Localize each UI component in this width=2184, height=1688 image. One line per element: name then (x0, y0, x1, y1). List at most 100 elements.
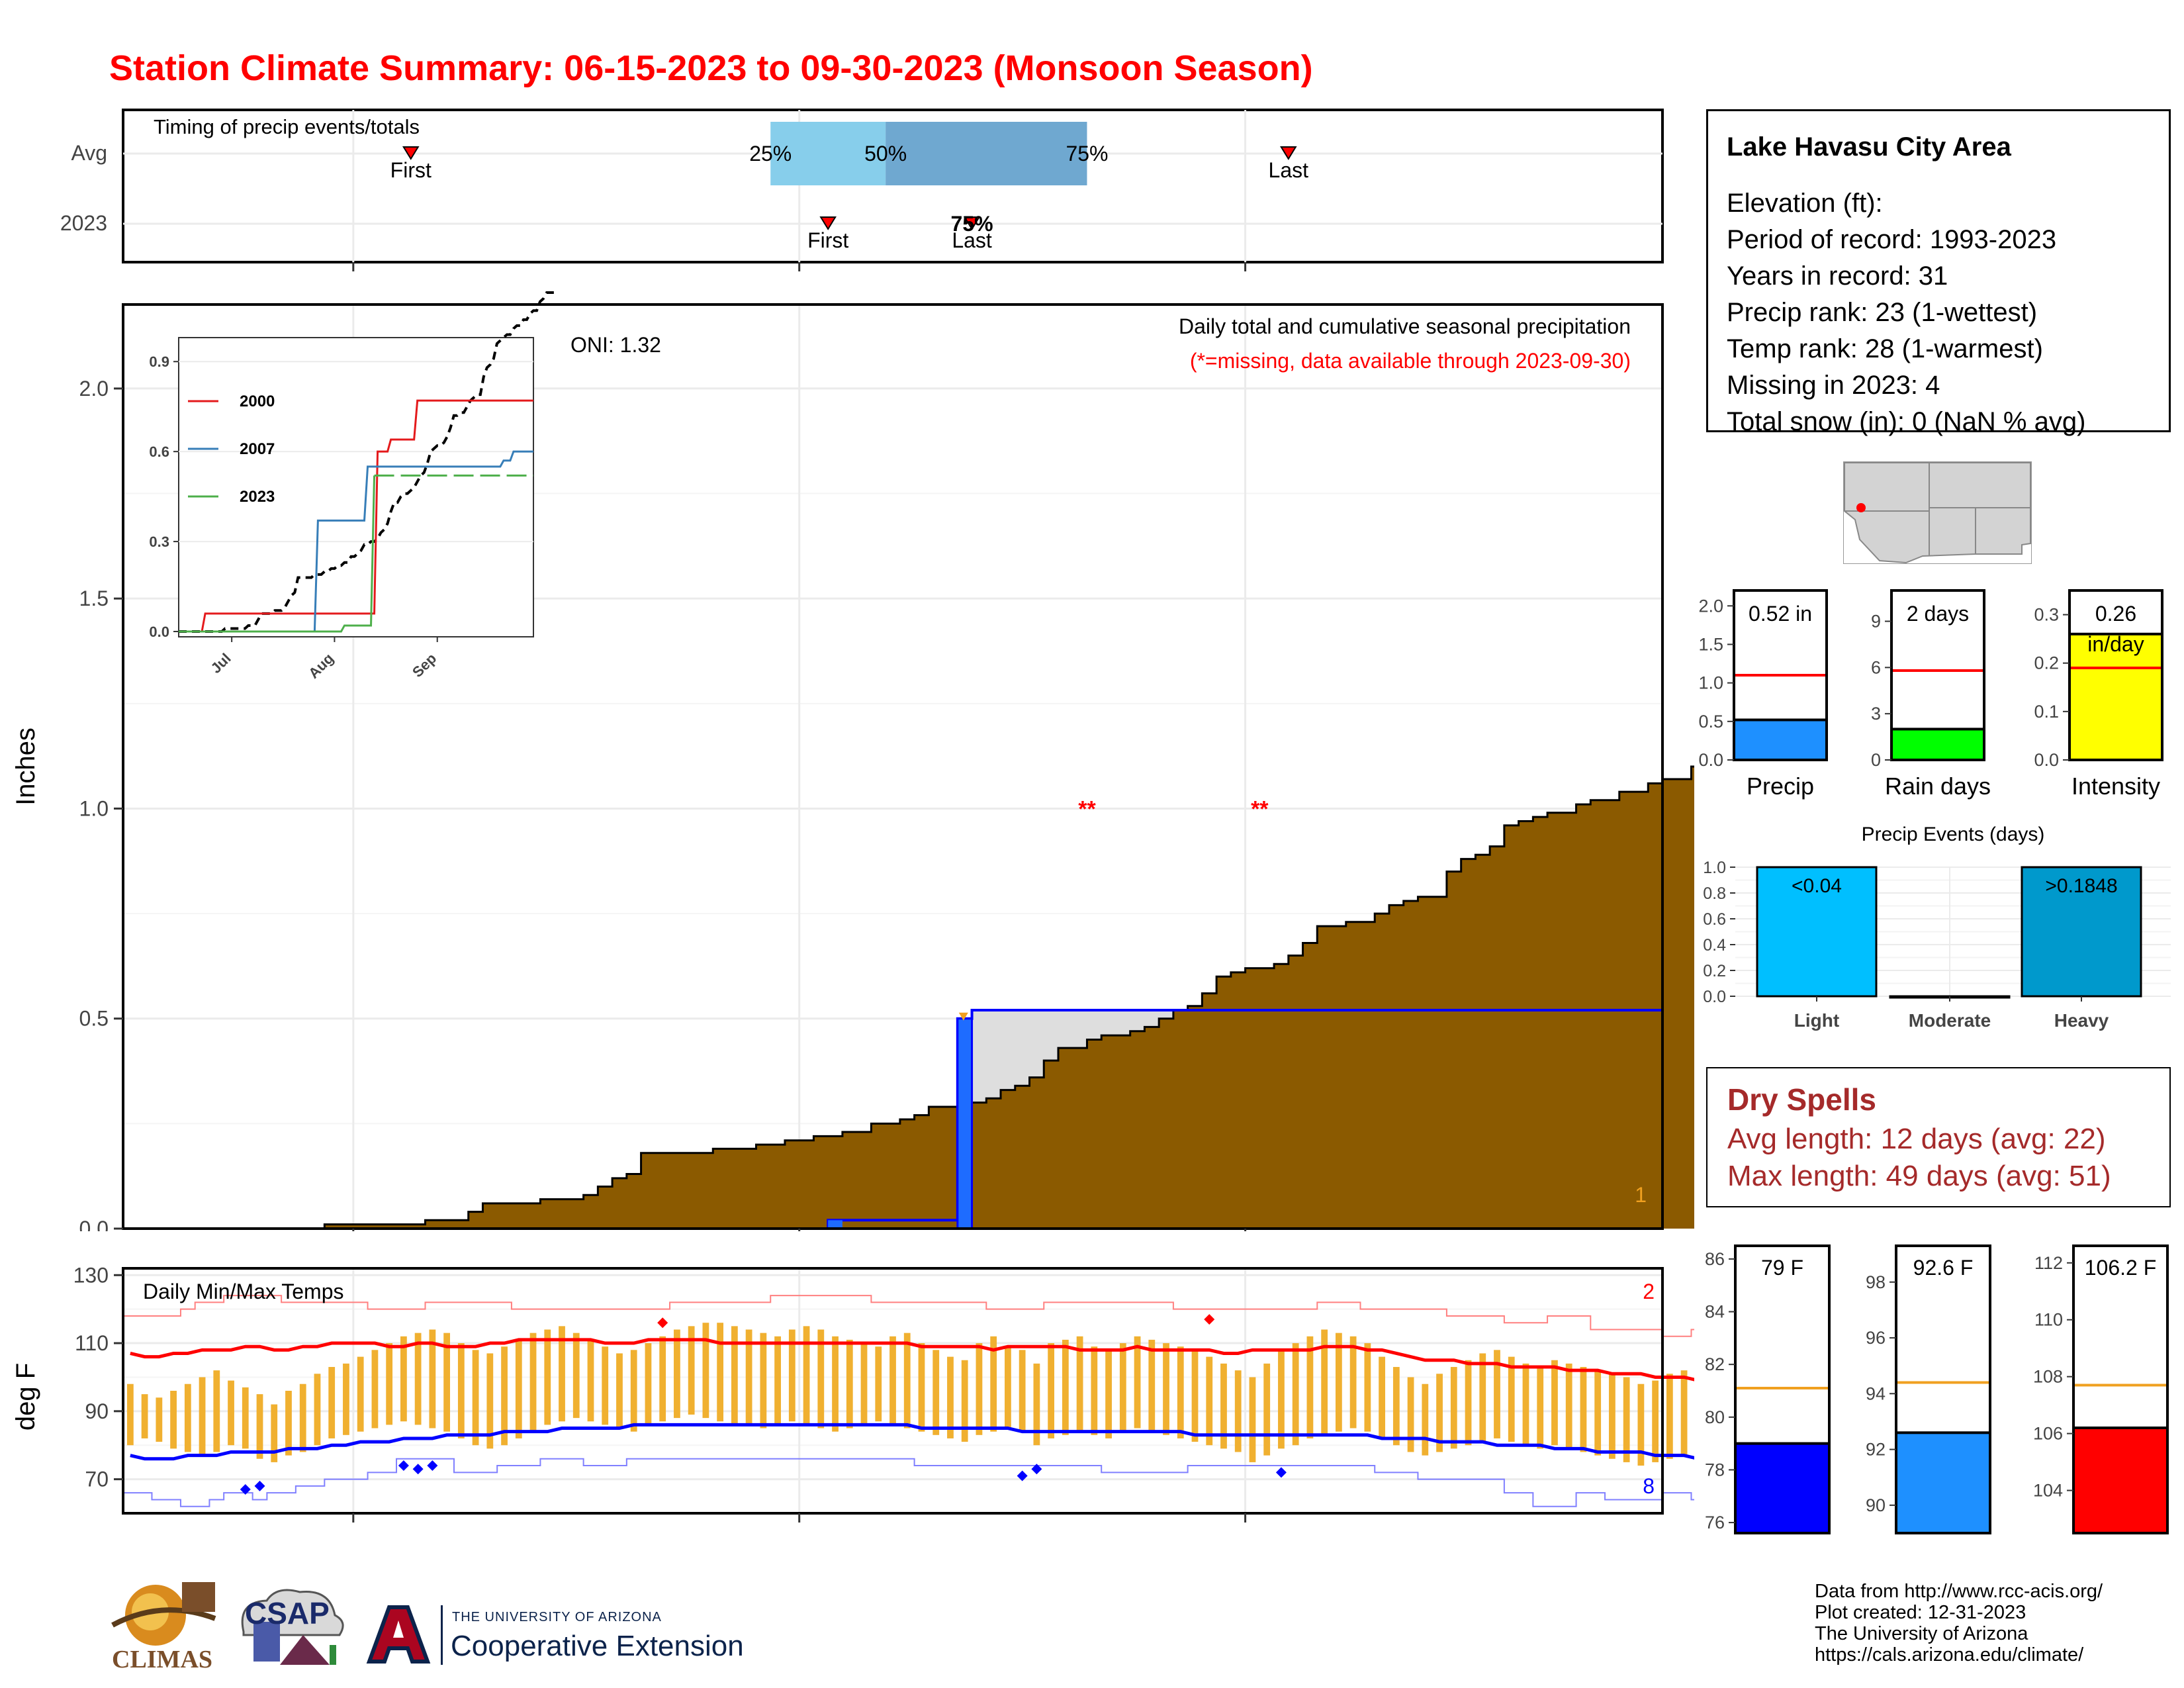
record-high-marker (657, 1317, 668, 1329)
record-high-marker (1204, 1314, 1215, 1325)
avg-last-label: Last (1269, 158, 1309, 182)
daily-temp-bar (314, 1374, 321, 1446)
daily-temp-bar (774, 1336, 781, 1425)
mini-bar-ytick-label: 2.0 (1698, 596, 1723, 616)
daily-temp-bar (889, 1336, 896, 1425)
mini-bar-ytick-label: 0.0 (1698, 750, 1723, 770)
station-line: Temp rank: 28 (1-warmest) (1727, 334, 2043, 363)
record-low-marker (1031, 1464, 1042, 1475)
daily-temp-bar (559, 1326, 565, 1422)
events-ytick-label: 0.0 (1703, 988, 1726, 1006)
record-low-marker (254, 1480, 265, 1491)
daily-temp-bar (602, 1346, 609, 1425)
daily-temp-bar (875, 1346, 882, 1422)
daily-temp-bar (141, 1394, 148, 1438)
daily-precip-bar (956, 1017, 974, 1230)
station-line: Period of record: 1993-2023 (1727, 225, 2057, 254)
events-ytick-label: 0.4 (1703, 936, 1726, 955)
inset-series-line (179, 450, 533, 633)
daily-temp-bar (1422, 1383, 1429, 1456)
y2023-quantile-overlap: 75% (951, 212, 993, 236)
timing-panel: Timing of precip events/totals Avg 2023 25%… (60, 109, 1664, 271)
temp-bar-ytick-label: 96 (1866, 1328, 1886, 1348)
mini-bar-ytick-label: 6 (1871, 657, 1881, 677)
temp-bar-ytick-label: 108 (2033, 1367, 2063, 1387)
mini-bar-label: Intensity (2071, 773, 2160, 800)
missing-marker: ** (1251, 796, 1269, 821)
daily-temp-bar (1062, 1339, 1069, 1435)
temp-bar-ytick-label: 92 (1866, 1440, 1886, 1460)
csap-logo-text: CSAP (245, 1596, 330, 1630)
daily-temp-bar (515, 1339, 522, 1438)
daily-temp-bar (1148, 1339, 1156, 1432)
daily-temp-bar (1321, 1329, 1328, 1435)
temp-bar-value-label: 106.2 F (2085, 1256, 2157, 1280)
inset-legend-label: 2000 (240, 393, 275, 410)
daily-temp-bar (918, 1343, 925, 1432)
avg-cumulative-area (123, 767, 1694, 1229)
record-low-marker (398, 1460, 409, 1472)
main-ytick-label: 1.0 (79, 796, 109, 820)
daily-temp-bar (1048, 1343, 1055, 1438)
daily-temp-bar (1407, 1377, 1414, 1452)
temp-bar-ytick-label: 82 (1705, 1354, 1725, 1374)
daily-temp-bar (1594, 1370, 1602, 1456)
temp-bar-ytick-label: 90 (1866, 1495, 1886, 1515)
daily-temp-bar (817, 1329, 825, 1429)
daily-temp-bar (184, 1383, 191, 1452)
mini-bar-label: Rain days (1885, 773, 1991, 800)
daily-temp-bar (731, 1326, 738, 1425)
daily-temp-bar (1349, 1336, 1357, 1429)
daily-temp-bar (1033, 1363, 1040, 1446)
missing-marker: ** (1078, 796, 1096, 821)
temp-bar-ytick-label: 94 (1866, 1383, 1886, 1403)
daily-temp-bar (1163, 1343, 1169, 1435)
daily-temp-bar (1379, 1356, 1385, 1438)
events-bar-label: >0.1848 (2045, 875, 2117, 897)
daily-temp-bar (1278, 1350, 1285, 1449)
temp-bar-ytick-label: 112 (2034, 1253, 2063, 1273)
temp-ylabel: deg F (11, 1363, 40, 1430)
location-map (1843, 461, 2032, 564)
station-line: Elevation (ft): (1727, 189, 1883, 218)
dry-spells-max: Max length: 49 days (avg: 51) (1727, 1160, 2111, 1192)
daily-temp-bar (1494, 1350, 1500, 1438)
daily-temp-bar (587, 1339, 594, 1422)
daily-temp-bar (1537, 1367, 1544, 1449)
daily-temp-bar (1364, 1343, 1371, 1432)
temp-bar-label: T-min (1752, 1546, 1812, 1549)
daily-temp-bar (126, 1383, 134, 1446)
temp-title: Daily Min/Max Temps (143, 1280, 343, 1303)
daily-temp-bar (285, 1391, 292, 1456)
daily-temp-bar (1119, 1343, 1126, 1432)
temp-bar-value-label: 92.6 F (1913, 1256, 1974, 1280)
footer-line: The University of Arizona (1815, 1623, 2028, 1644)
footer-line: Data from http://www.rcc-acis.org/ (1815, 1581, 2103, 1602)
mini-bar-value (1733, 718, 1828, 761)
daily-temp-bar (674, 1329, 680, 1419)
avg-max-line (130, 1338, 1694, 1382)
row-label-2023: 2023 (60, 211, 107, 235)
daily-temp-bar (1019, 1350, 1026, 1432)
avg-first-label: First (390, 158, 432, 182)
precip-chart: ** ** 1 0.0 0.5 1.0 1.5 2.0 Inches Daily total an… (11, 291, 1694, 1231)
mini-bar-ytick-label: 9 (1871, 612, 1881, 632)
daily-temp-bar (717, 1323, 724, 1422)
mini-bar-frame (2068, 589, 2163, 761)
daily-temp-bar (1680, 1370, 1688, 1456)
record-low-marker (240, 1484, 251, 1495)
daily-precip-bar (828, 1220, 842, 1229)
daily-temp-bar (544, 1329, 551, 1425)
daily-temp-bar (1191, 1350, 1199, 1442)
record-low-marker (427, 1460, 438, 1472)
mini-bar-label: Precip (1747, 773, 1814, 800)
station-line: Precip rank: 23 (1-wettest) (1727, 298, 2038, 327)
events-ytick-label: 1.0 (1703, 859, 1726, 877)
daily-temp-bar (414, 1333, 422, 1425)
temp-bar-value (1734, 1442, 1831, 1534)
daily-temp-bar (357, 1356, 364, 1432)
daily-temp-bar (1522, 1363, 1529, 1446)
daily-temp-bar (1263, 1363, 1271, 1456)
daily-temp-bar (1134, 1336, 1141, 1429)
daily-temp-bar (1206, 1356, 1213, 1446)
